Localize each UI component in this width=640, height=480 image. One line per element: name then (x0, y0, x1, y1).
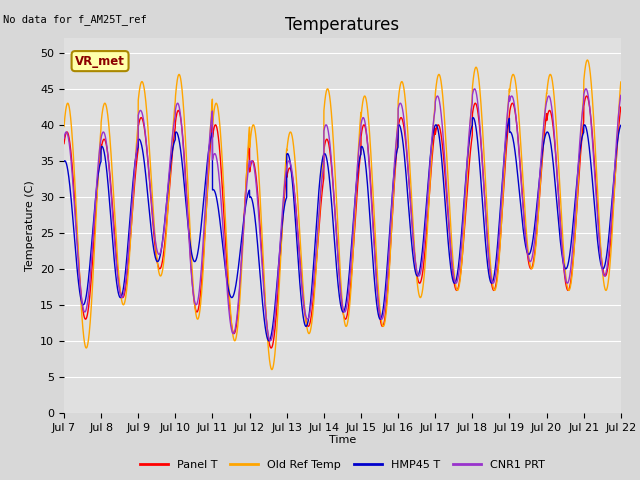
Legend: Panel T, Old Ref Temp, HMP45 T, CNR1 PRT: Panel T, Old Ref Temp, HMP45 T, CNR1 PRT (136, 456, 549, 475)
X-axis label: Time: Time (329, 435, 356, 445)
Title: Temperatures: Temperatures (285, 16, 399, 34)
Text: No data for f_AM25T_ref: No data for f_AM25T_ref (3, 14, 147, 25)
Text: VR_met: VR_met (75, 55, 125, 68)
Y-axis label: Temperature (C): Temperature (C) (24, 180, 35, 271)
